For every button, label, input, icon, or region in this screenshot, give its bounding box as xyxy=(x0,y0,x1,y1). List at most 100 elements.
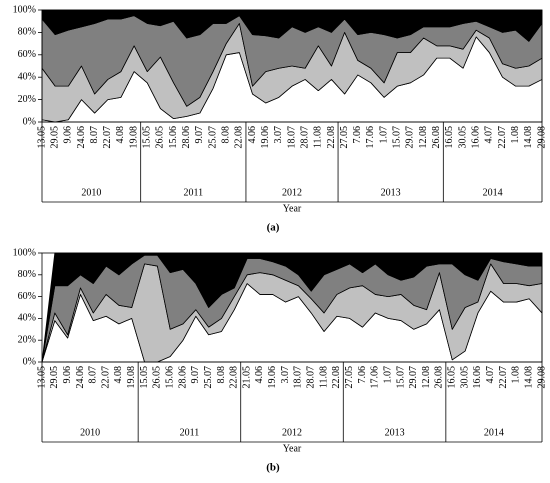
year-label: 2010 xyxy=(81,187,101,198)
year-label: 2012 xyxy=(282,427,302,438)
x-tick-label: 16.05 xyxy=(447,366,458,389)
year-label: 2011 xyxy=(183,187,203,198)
x-tick-label: 4.06 xyxy=(247,126,258,144)
x-tick-label: 9.07 xyxy=(194,126,205,144)
y-tick-label: 40% xyxy=(18,313,36,324)
x-tick-label: 24.06 xyxy=(76,126,87,149)
x-tick-label: 15.06 xyxy=(165,366,176,389)
x-tick-label: 12.08 xyxy=(421,366,432,389)
caption: (a) xyxy=(267,222,280,234)
y-tick-label: 0% xyxy=(23,356,36,367)
year-label: 2013 xyxy=(381,187,401,198)
x-tick-label: 29.05 xyxy=(49,126,60,149)
x-tick-label: 15.06 xyxy=(168,126,179,149)
x-tick-label: 28.07 xyxy=(306,366,317,389)
x-tick-label: 8.07 xyxy=(88,366,99,384)
y-tick-label: 60% xyxy=(18,49,36,60)
y-tick-label: 80% xyxy=(18,269,36,280)
x-tick-label: 30.05 xyxy=(459,366,470,389)
x-tick-label: 26.08 xyxy=(434,366,445,389)
x-tick-label: 4.07 xyxy=(484,126,495,144)
x-tick-label: 4.08 xyxy=(113,366,124,384)
x-tick-label: 27.05 xyxy=(339,126,350,149)
x-tick-label: 30.05 xyxy=(457,126,468,149)
x-tick-label: 15.07 xyxy=(392,126,403,149)
x-tick-label: 1.08 xyxy=(510,126,521,144)
y-tick-label: 0% xyxy=(23,116,36,127)
x-tick-label: 13.05 xyxy=(36,366,47,389)
year-label: 2011 xyxy=(180,427,200,438)
x-tick-label: 19.06 xyxy=(260,126,271,149)
y-tick-label: 100% xyxy=(13,4,36,15)
x-tick-label: 8.08 xyxy=(216,366,227,384)
x-tick-label: 29.07 xyxy=(405,126,416,149)
year-label: 2012 xyxy=(282,187,302,198)
x-tick-label: 22.08 xyxy=(229,366,240,389)
x-tick-label: 1.07 xyxy=(382,366,393,384)
x-tick-label: 7.06 xyxy=(352,126,363,144)
x-tick-label: 3.07 xyxy=(280,366,291,384)
x-tick-label: 11.08 xyxy=(313,126,324,148)
x-tick-label: 1.07 xyxy=(378,126,389,144)
x-tick-label: 19.08 xyxy=(126,366,137,389)
x-tick-label: 29.05 xyxy=(49,366,60,389)
year-label: 2014 xyxy=(483,187,503,198)
x-tick-label: 8.07 xyxy=(89,126,100,144)
x-tick-label: 28.07 xyxy=(299,126,310,149)
x-tick-label: 19.08 xyxy=(128,126,139,149)
x-tick-label: 16.06 xyxy=(471,126,482,149)
x-tick-label: 18.07 xyxy=(286,126,297,149)
x-tick-label: 16.05 xyxy=(444,126,455,149)
x-tick-label: 22.07 xyxy=(102,126,113,149)
x-tick-label: 29.08 xyxy=(536,126,547,149)
x-tick-label: 22.08 xyxy=(326,126,337,149)
x-tick-label: 22.07 xyxy=(100,366,111,389)
x-tick-label: 27.05 xyxy=(344,366,355,389)
x-tick-label: 9.06 xyxy=(62,366,73,384)
y-tick-label: 60% xyxy=(18,291,36,302)
x-tick-label: 28.06 xyxy=(181,126,192,149)
y-tick-label: 20% xyxy=(18,334,36,345)
plot-frame xyxy=(41,252,543,363)
y-tick-label: 40% xyxy=(18,71,36,82)
x-tick-label: 18.07 xyxy=(293,366,304,389)
x-tick-label: 24.06 xyxy=(75,366,86,389)
x-tick-label: 12.08 xyxy=(418,126,429,149)
x-tick-label: 9.06 xyxy=(63,126,74,144)
year-label: 2013 xyxy=(385,427,405,438)
x-tick-label: 22.08 xyxy=(234,126,245,149)
x-tick-label: 19.06 xyxy=(267,366,278,389)
x-tick-label: 22.07 xyxy=(498,366,509,389)
x-tick-label: 21.05 xyxy=(241,366,252,389)
x-tick-label: 4.08 xyxy=(115,126,126,144)
x-tick-label: 26.05 xyxy=(152,366,163,389)
y-tick-label: 80% xyxy=(18,27,36,38)
x-tick-label: 9.07 xyxy=(190,366,201,384)
year-label: 2010 xyxy=(80,427,100,438)
x-tick-label: 25.07 xyxy=(207,126,218,149)
x-tick-label: 15.05 xyxy=(139,366,150,389)
x-tick-label: 14.08 xyxy=(523,366,534,389)
x-tick-label: 4.07 xyxy=(485,366,496,384)
y-tick-label: 100% xyxy=(13,247,36,258)
x-tick-label: 15.07 xyxy=(395,366,406,389)
x-tick-label: 26.05 xyxy=(155,126,166,149)
x-tick-label: 11.08 xyxy=(318,366,329,388)
x-tick-label: 4.06 xyxy=(254,366,265,384)
x-tick-label: 16.06 xyxy=(472,366,483,389)
caption: (b) xyxy=(266,462,280,474)
x-tick-label: 22.08 xyxy=(331,366,342,389)
x-axis-label: Year xyxy=(283,443,302,454)
y-tick-label: 20% xyxy=(18,94,36,105)
x-tick-label: 17.06 xyxy=(365,126,376,149)
year-label: 2014 xyxy=(484,427,504,438)
x-tick-label: 29.08 xyxy=(536,366,547,389)
x-axis-label: Year xyxy=(283,203,302,214)
x-tick-label: 7.06 xyxy=(357,366,368,384)
x-tick-label: 14.08 xyxy=(523,126,534,149)
x-tick-label: 3.07 xyxy=(273,126,284,144)
x-tick-label: 25.07 xyxy=(203,366,214,389)
x-tick-label: 17.06 xyxy=(370,366,381,389)
plot-frame xyxy=(41,9,543,123)
